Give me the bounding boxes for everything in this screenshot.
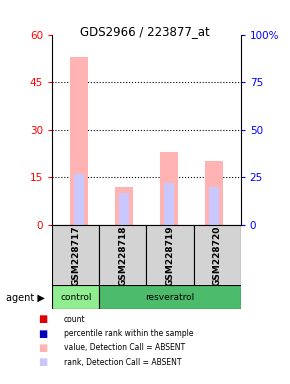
Text: count: count — [64, 315, 86, 324]
Text: ■: ■ — [38, 314, 47, 324]
Text: GSM228719: GSM228719 — [166, 225, 175, 286]
Text: percentile rank within the sample: percentile rank within the sample — [64, 329, 193, 338]
Bar — [164, 184, 174, 225]
Text: rank, Detection Call = ABSENT: rank, Detection Call = ABSENT — [64, 358, 181, 367]
Text: GDS2966 / 223877_at: GDS2966 / 223877_at — [80, 25, 210, 38]
Bar — [52, 285, 99, 309]
Bar — [146, 225, 194, 286]
Bar — [70, 57, 88, 225]
Bar — [209, 187, 219, 225]
Bar — [99, 225, 146, 286]
Bar — [119, 193, 129, 225]
Bar — [160, 152, 178, 225]
Bar — [205, 161, 223, 225]
Text: control: control — [60, 293, 92, 302]
Text: value, Detection Call = ABSENT: value, Detection Call = ABSENT — [64, 343, 185, 353]
Text: GSM228718: GSM228718 — [118, 225, 127, 286]
Text: GSM228717: GSM228717 — [71, 225, 80, 286]
Bar — [115, 187, 133, 225]
Text: ■: ■ — [38, 357, 47, 367]
Bar — [74, 174, 84, 225]
Bar — [52, 225, 99, 286]
Text: ■: ■ — [38, 329, 47, 339]
Bar — [99, 285, 241, 309]
Text: agent ▶: agent ▶ — [6, 293, 45, 303]
Text: ■: ■ — [38, 343, 47, 353]
Bar — [194, 225, 241, 286]
Text: GSM228720: GSM228720 — [213, 225, 222, 286]
Text: resveratrol: resveratrol — [145, 293, 195, 302]
